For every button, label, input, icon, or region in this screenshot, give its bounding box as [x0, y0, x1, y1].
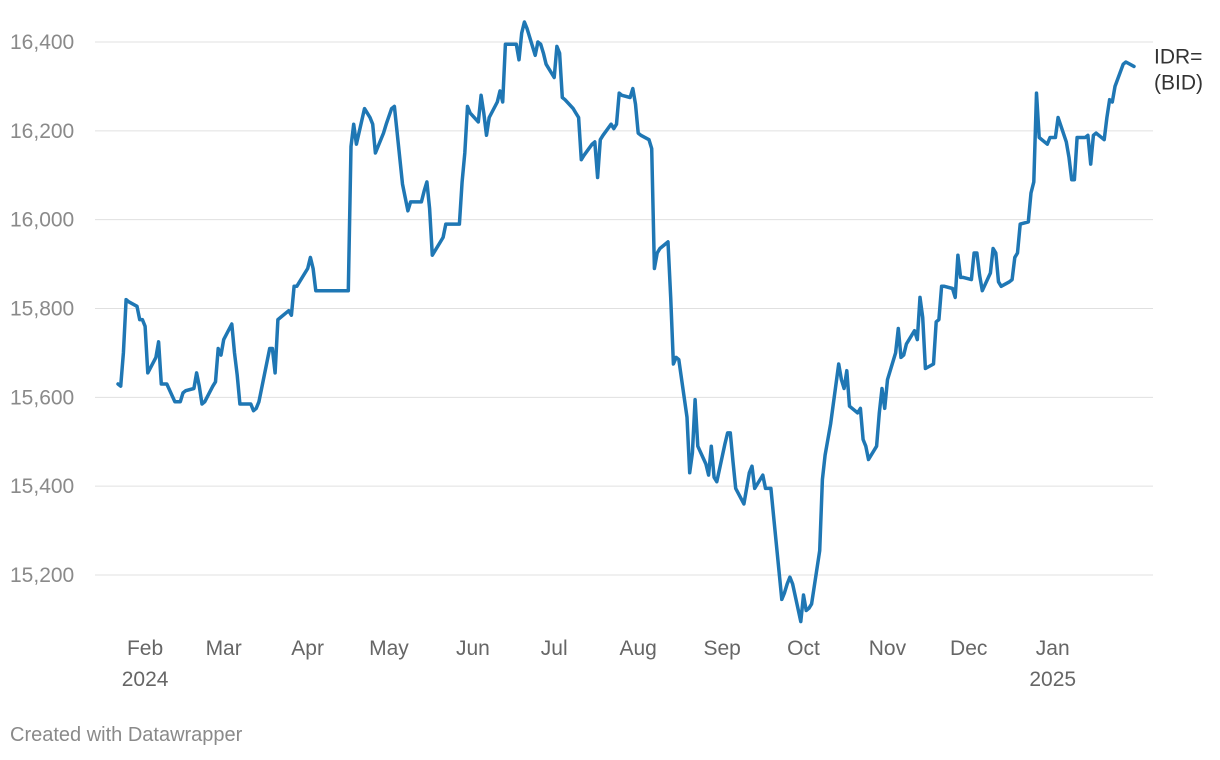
x-tick-label: Aug [620, 637, 657, 660]
x-tick-label: May [369, 637, 409, 660]
x-tick-label: Sep [703, 637, 740, 660]
x-tick-label: Jan [1036, 637, 1070, 660]
x-tick-label: Mar [206, 637, 242, 660]
series-line-0 [116, 20, 1136, 624]
x-tick-label: Jun [456, 637, 490, 660]
y-axis: 15,200 15,400 15,600 15,800 16,000 16,200 16,4… [10, 31, 74, 587]
x-tick-label: Dec [950, 637, 987, 660]
x-tick-label: Jul [541, 637, 568, 660]
x-axis: Feb 2024 Mar Apr May Jun Jul Aug Sep Oct Nov Dec Jan… [122, 637, 1076, 691]
y-tick-label: 15,400 [10, 475, 74, 498]
chart-credit: Created with Datawrapper [10, 724, 243, 746]
series-labels: IDR= (BID) [1154, 45, 1203, 94]
x-tick-label: Nov [869, 637, 907, 660]
series-label: IDR= (BID) [1154, 45, 1203, 94]
y-tick-label: 16,200 [10, 120, 74, 143]
x-tick-label: Oct [787, 637, 820, 660]
y-tick-label: 16,000 [10, 209, 74, 232]
series-layer [116, 20, 1136, 624]
x-tick-year-label: 2025 [1029, 668, 1076, 691]
x-tick-label: Feb [127, 637, 163, 660]
y-tick-label: 15,200 [10, 564, 74, 587]
y-tick-label: 15,800 [10, 298, 74, 321]
y-tick-label: 16,400 [10, 31, 74, 54]
x-tick-label: Apr [291, 637, 324, 660]
y-tick-label: 15,600 [10, 386, 74, 409]
x-tick-year-label: 2024 [122, 668, 169, 691]
gridlines [95, 41, 1153, 576]
